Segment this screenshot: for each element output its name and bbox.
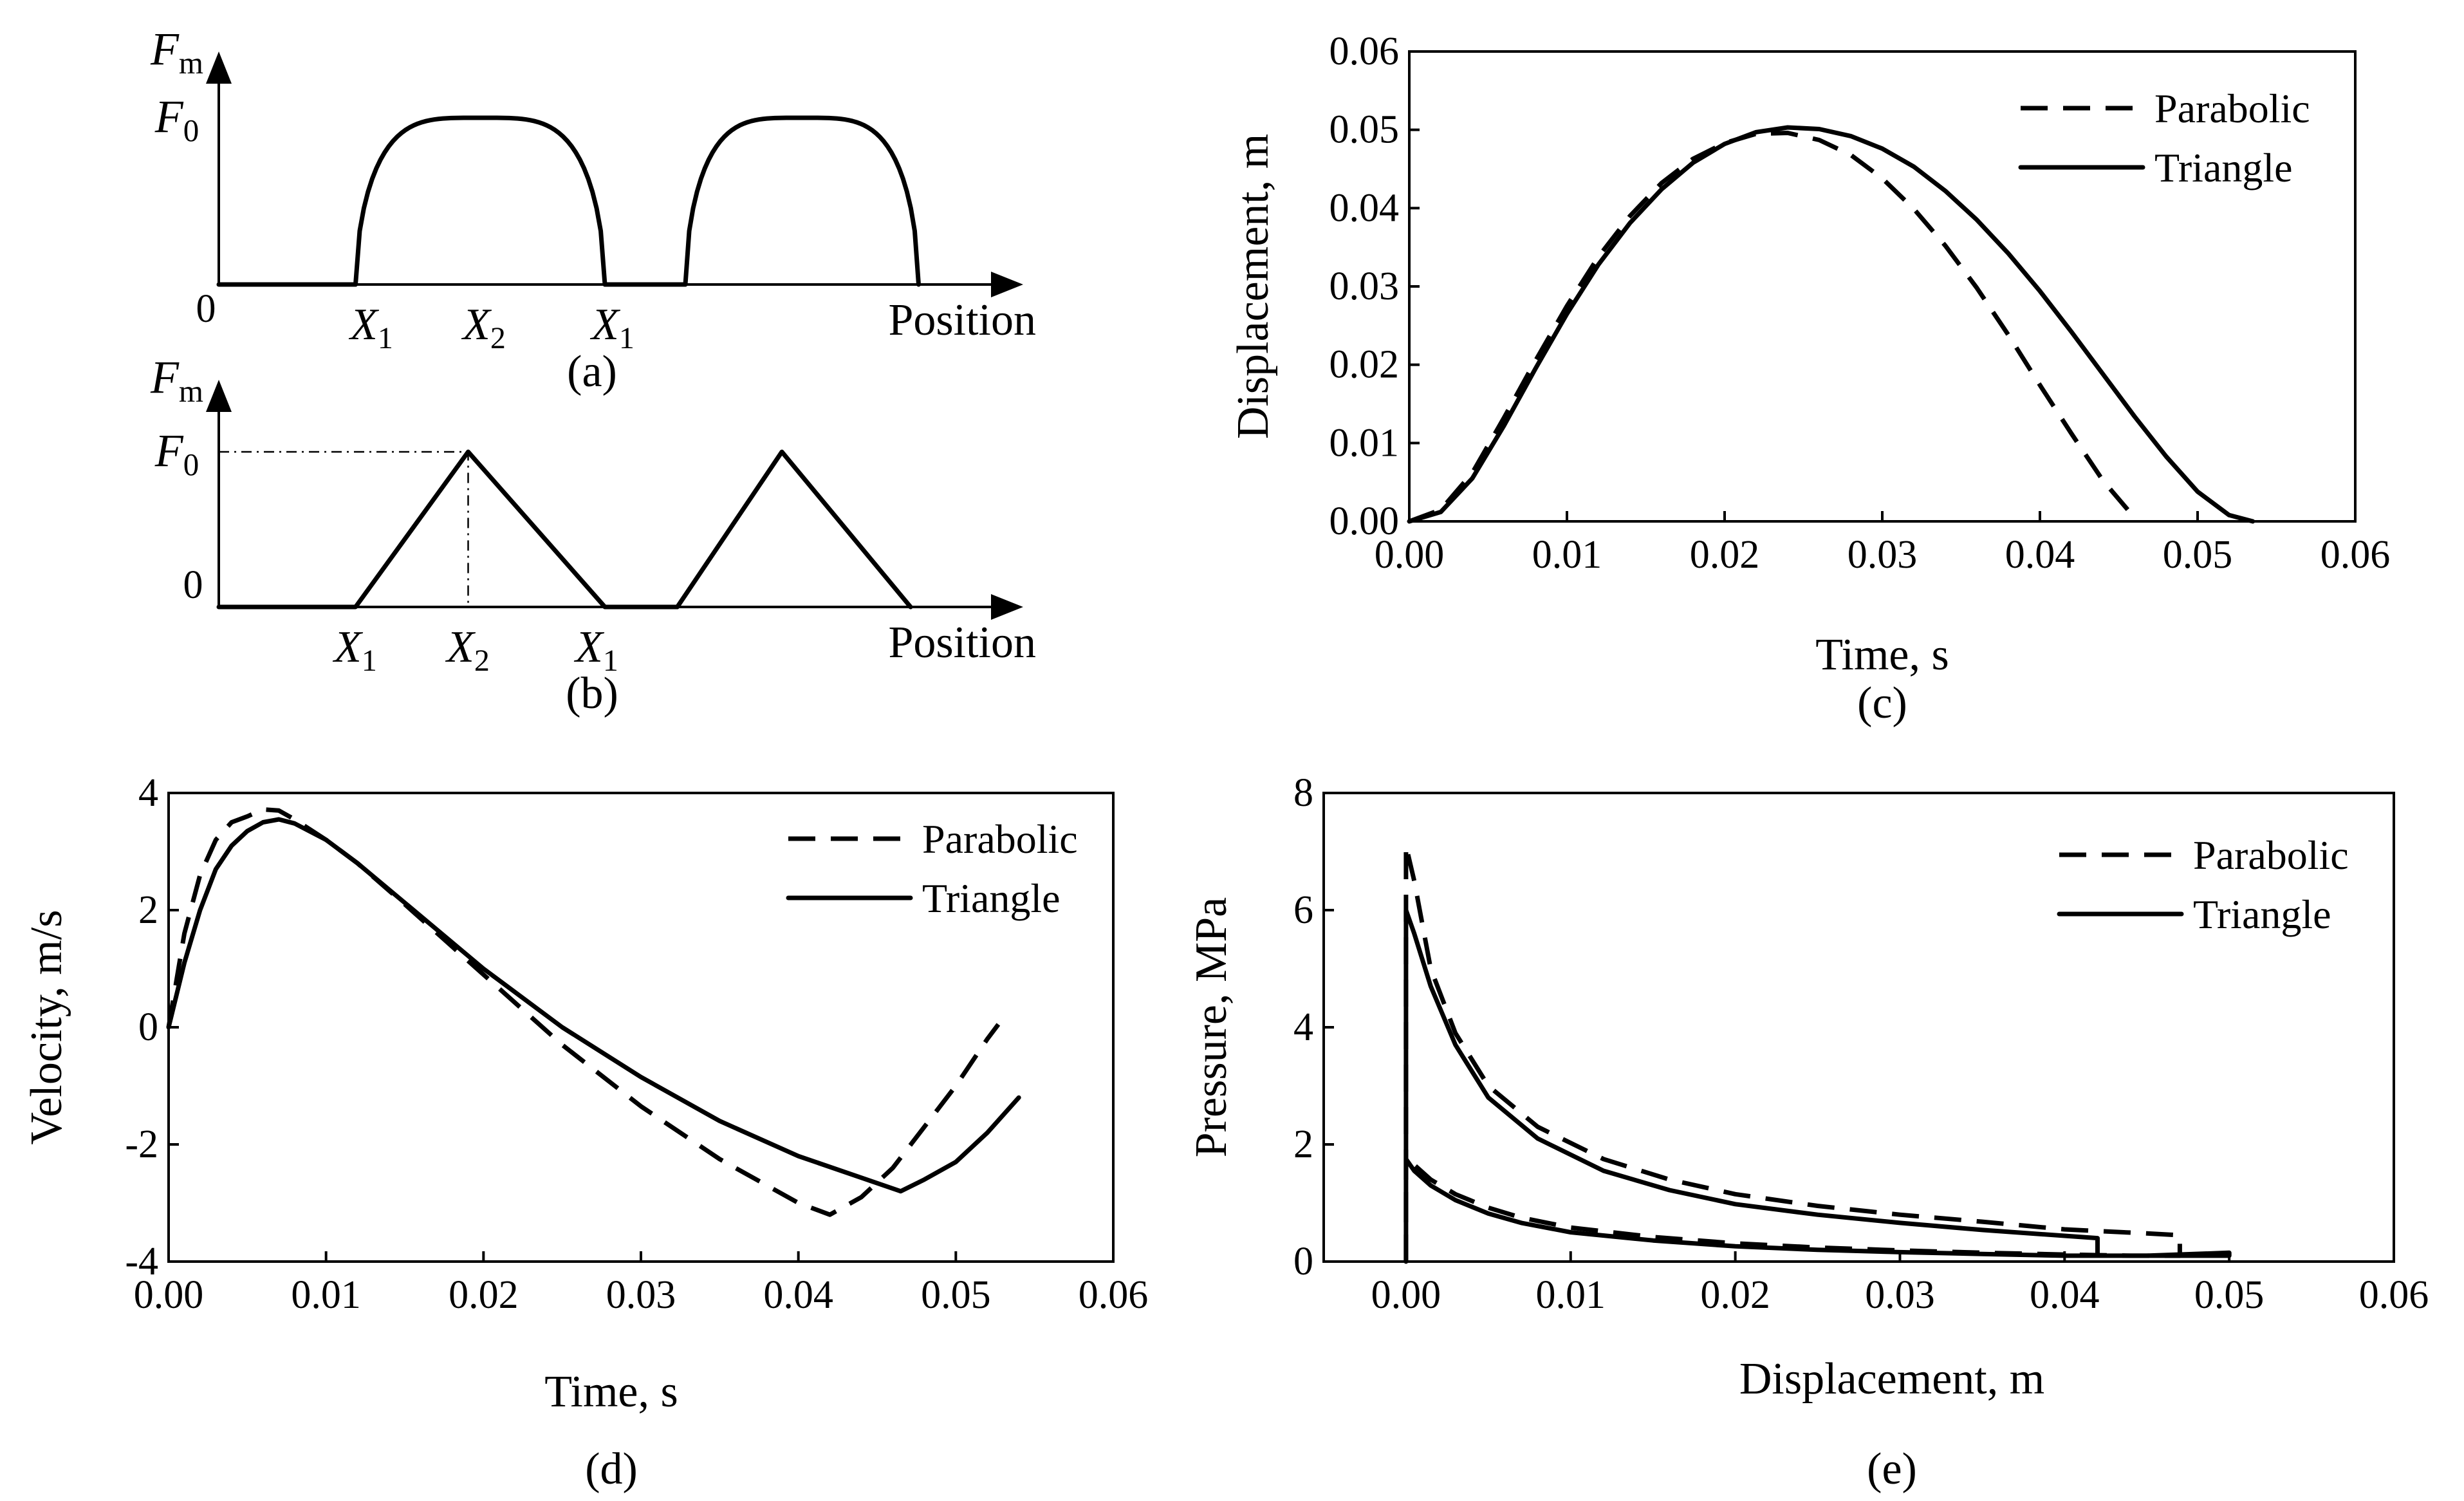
y-tick-label: 0 <box>138 1005 158 1049</box>
legend-label-triangle: Triangle <box>922 875 1061 921</box>
f0-label: F0 <box>154 91 199 148</box>
x-tick-label: 0.03 <box>1865 1273 1935 1317</box>
y-tick-label: -2 <box>125 1123 158 1166</box>
x-tick-label: 0.01 <box>291 1273 361 1317</box>
y-tick-label: 8 <box>1293 771 1313 815</box>
x-axis-arrow-icon <box>991 594 1023 620</box>
x-tick-label: 0.06 <box>2359 1273 2429 1317</box>
series-line-parabolic <box>166 807 1001 1217</box>
x-axis-arrow-icon <box>991 272 1023 297</box>
origin-label: 0 <box>196 287 216 331</box>
x-tick-label: 0.02 <box>449 1273 519 1317</box>
series-line-triangle <box>166 817 1021 1194</box>
peak-guide-line <box>219 451 469 607</box>
x-tick-label: 0.05 <box>2163 533 2233 577</box>
x-tick-label: 0.04 <box>763 1273 833 1317</box>
y-axis-arrow-icon <box>206 51 232 84</box>
x-tick-label: 0.02 <box>1700 1273 1770 1317</box>
plot-frame <box>167 792 1115 1263</box>
y-tick-label: 2 <box>1293 1123 1313 1166</box>
y-tick-label: 4 <box>1293 1005 1313 1049</box>
x-tick-label: 0.06 <box>1079 1273 1149 1317</box>
y-tick-label: 4 <box>138 771 158 815</box>
x-tick-label: 0.04 <box>2005 533 2075 577</box>
y-tick-label: 2 <box>138 888 158 932</box>
series-line-triangle <box>1407 125 2256 524</box>
series-line-parabolic <box>1408 131 2140 524</box>
x-tick-label: 0.03 <box>1848 533 1918 577</box>
legend-label-parabolic: Parabolic <box>2193 832 2349 878</box>
x-tick-label-0: X1 <box>332 622 377 678</box>
x-tick-label-2: X1 <box>573 622 618 678</box>
x-tick-label: 0.01 <box>1536 1273 1606 1317</box>
y-tick-label: 0 <box>1293 1240 1313 1283</box>
x-tick-label: 0.04 <box>2030 1273 2100 1317</box>
x-axis-label: Position <box>888 618 1036 667</box>
panel-label: (d) <box>585 1444 638 1494</box>
panel-e: 0.00 0.01 0.02 0.03 0.04 0.05 0.06 0 2 4 6 8 Displac… <box>1187 771 2429 1494</box>
y-tick-label: 0.05 <box>1329 108 1400 152</box>
y-axis-label: Displacement, m <box>1228 134 1278 439</box>
x-tick-label-1: X2 <box>461 300 506 355</box>
x-axis-label: Time, s <box>544 1367 678 1417</box>
panel-label: (b) <box>566 669 618 718</box>
y-axis-arrow-icon <box>206 380 232 412</box>
zero-label: 0 <box>183 563 203 607</box>
x-tick-label: 0.02 <box>1690 533 1760 577</box>
x-tick-label: 0.05 <box>921 1273 991 1317</box>
panel-label: (a) <box>567 347 617 396</box>
panel-c: 0.00 0.01 0.02 0.03 0.04 0.05 0.06 0.00 0.01 0.02… <box>1228 30 2390 728</box>
series-line-triangle <box>1403 908 2232 1264</box>
y-axis-label: Velocity, m/s <box>22 910 71 1145</box>
y-axis-label: Fm <box>150 23 203 80</box>
x-tick-label: 0.01 <box>1532 533 1602 577</box>
y-tick-label: 0.02 <box>1329 343 1400 387</box>
y-tick-label: -4 <box>125 1240 158 1283</box>
y-axis-label: Fm <box>150 351 203 409</box>
force-curve <box>216 115 921 287</box>
y-tick-label: 0.06 <box>1329 30 1400 73</box>
legend-label-triangle: Triangle <box>2193 891 2331 937</box>
x-axis-label: Position <box>888 295 1036 345</box>
panel-label: (e) <box>1867 1444 1917 1494</box>
x-tick-label: 0.06 <box>2320 533 2391 577</box>
x-axis-label: Time, s <box>1815 630 1949 680</box>
panel-label: (c) <box>1857 678 1907 728</box>
legend-label-triangle: Triangle <box>2154 145 2293 191</box>
x-tick-label-2: X1 <box>589 300 635 355</box>
series-line-parabolic <box>1403 843 2182 1262</box>
legend-label-parabolic: Parabolic <box>922 816 1078 862</box>
y-axis-label: Pressure, MPa <box>1187 897 1236 1157</box>
x-tick-label: 0.03 <box>606 1273 676 1317</box>
x-tick-label: 0.05 <box>2194 1273 2265 1317</box>
x-tick-label-1: X2 <box>445 622 490 678</box>
force-curve <box>216 449 913 610</box>
y-tick-label: 0.00 <box>1329 499 1400 543</box>
y-tick-label: 0.04 <box>1329 186 1400 230</box>
f0-label: F0 <box>154 425 199 482</box>
x-axis-label: Displacement, m <box>1739 1354 2044 1404</box>
x-tick-label: 0.00 <box>1375 533 1445 577</box>
x-tick-label: 0.00 <box>134 1273 204 1317</box>
x-tick-label-0: X1 <box>348 300 393 355</box>
legend-label-parabolic: Parabolic <box>2154 86 2310 131</box>
panel-d: 0.00 0.01 0.02 0.03 0.04 0.05 0.06 -4 -2 0 2 4 Time,… <box>22 771 1148 1494</box>
y-tick-label: 0.01 <box>1329 421 1400 465</box>
y-tick-label: 0.03 <box>1329 265 1400 308</box>
x-tick-label: 0.00 <box>1371 1273 1441 1317</box>
y-tick-label: 6 <box>1293 888 1313 932</box>
